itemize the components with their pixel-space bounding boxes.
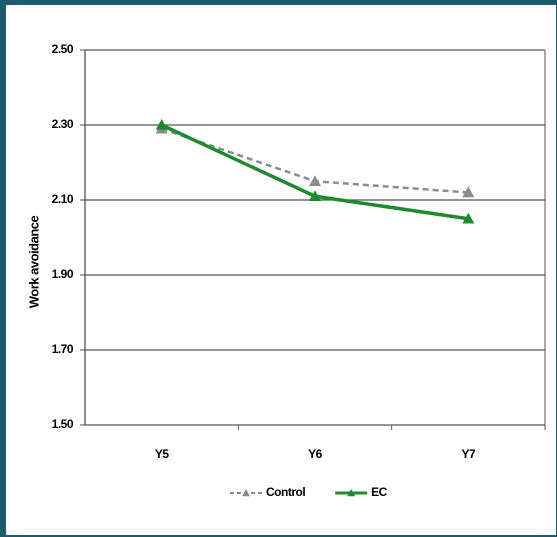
x-tick-label: Y6	[308, 447, 323, 461]
marker	[462, 186, 475, 198]
y-tick-label: 2.10	[52, 192, 74, 206]
marker	[155, 119, 168, 130]
y-axis-title: Work avoidance	[26, 216, 41, 309]
y-tick-label: 2.50	[52, 42, 74, 56]
marker	[309, 175, 321, 187]
series-line	[160, 123, 469, 221]
y-tick-label: 2.30	[52, 117, 74, 131]
x-tick-label: Y5	[155, 447, 170, 461]
x-tick-label: Y7	[461, 447, 476, 461]
marker	[309, 190, 321, 202]
marker	[462, 212, 475, 224]
y-tick-label: 1.70	[52, 342, 74, 356]
legend-marker	[347, 489, 356, 497]
legend-label: EC	[371, 485, 388, 499]
y-tick-label: 1.50	[52, 417, 74, 431]
legend-marker	[242, 489, 250, 497]
legend-label: Control	[266, 485, 305, 499]
y-tick-label: 1.90	[52, 267, 74, 281]
